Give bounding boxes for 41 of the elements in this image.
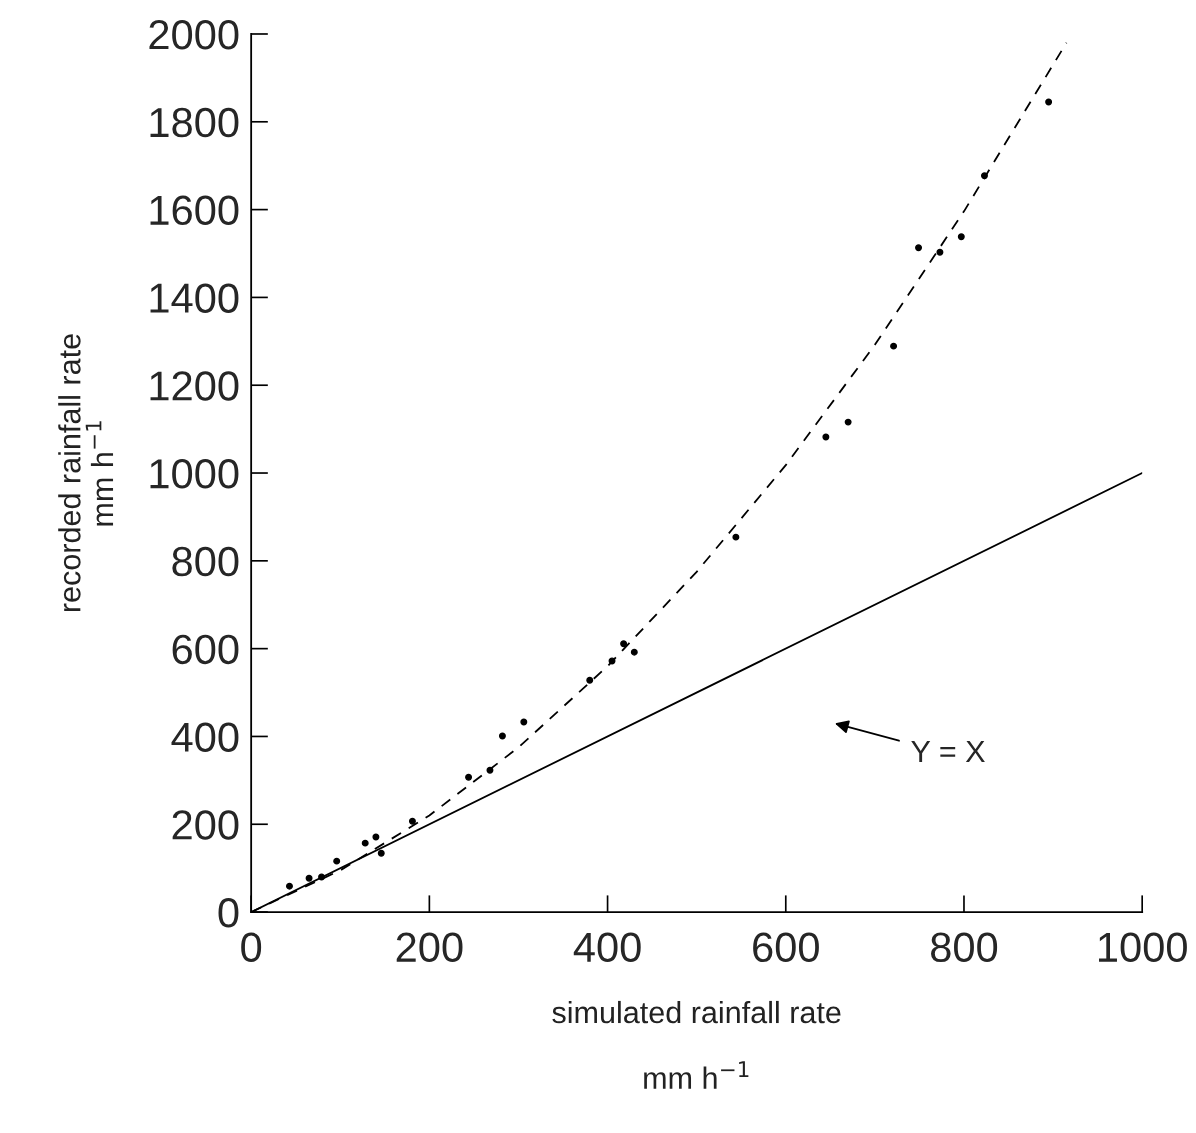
x-tick-label: 600 xyxy=(753,932,819,963)
y-tick-label: 1200 xyxy=(150,371,239,401)
point xyxy=(333,857,341,865)
point xyxy=(361,839,369,847)
point xyxy=(630,648,638,656)
y-tick-label: 1000 xyxy=(150,459,239,489)
point xyxy=(520,718,528,726)
x-tick-label: 800 xyxy=(931,932,998,963)
y-tick-label: 600 xyxy=(172,634,239,665)
point xyxy=(305,874,313,882)
y-tick-label: 400 xyxy=(171,722,239,752)
point xyxy=(498,732,506,740)
point xyxy=(465,773,473,781)
point xyxy=(936,248,944,256)
point xyxy=(372,833,380,841)
text: simulated rainfall rate mm h$^{−1}$ xyxy=(552,1000,841,1089)
point xyxy=(915,244,923,252)
y-tick-label: 1600 xyxy=(150,195,239,226)
y-tick-label: 2000 xyxy=(149,19,239,50)
point xyxy=(620,640,628,648)
annotation: Y = X xyxy=(911,740,985,762)
point xyxy=(957,233,965,241)
x-tick-label: 0 xyxy=(241,932,262,963)
y-tick-label: 200 xyxy=(172,810,239,840)
point xyxy=(408,817,416,825)
y-tick-label: 800 xyxy=(172,546,239,577)
point xyxy=(890,342,898,350)
point xyxy=(586,676,594,684)
point xyxy=(286,882,293,890)
y-tick-label: 1800 xyxy=(150,107,239,138)
point xyxy=(1045,98,1053,106)
x-tick-label: 200 xyxy=(396,932,463,963)
point xyxy=(377,849,385,857)
y-axis-title: recorded rainfall rate mm h$^{−1}$ xyxy=(58,334,114,612)
y-tick-label: 0 xyxy=(218,898,239,928)
point xyxy=(844,418,852,426)
x-tick-label: 1000 xyxy=(1099,932,1187,963)
x-tick-label: 400 xyxy=(573,932,641,963)
point xyxy=(822,433,830,441)
point xyxy=(732,533,740,541)
y-tick-label: 1400 xyxy=(150,283,239,313)
